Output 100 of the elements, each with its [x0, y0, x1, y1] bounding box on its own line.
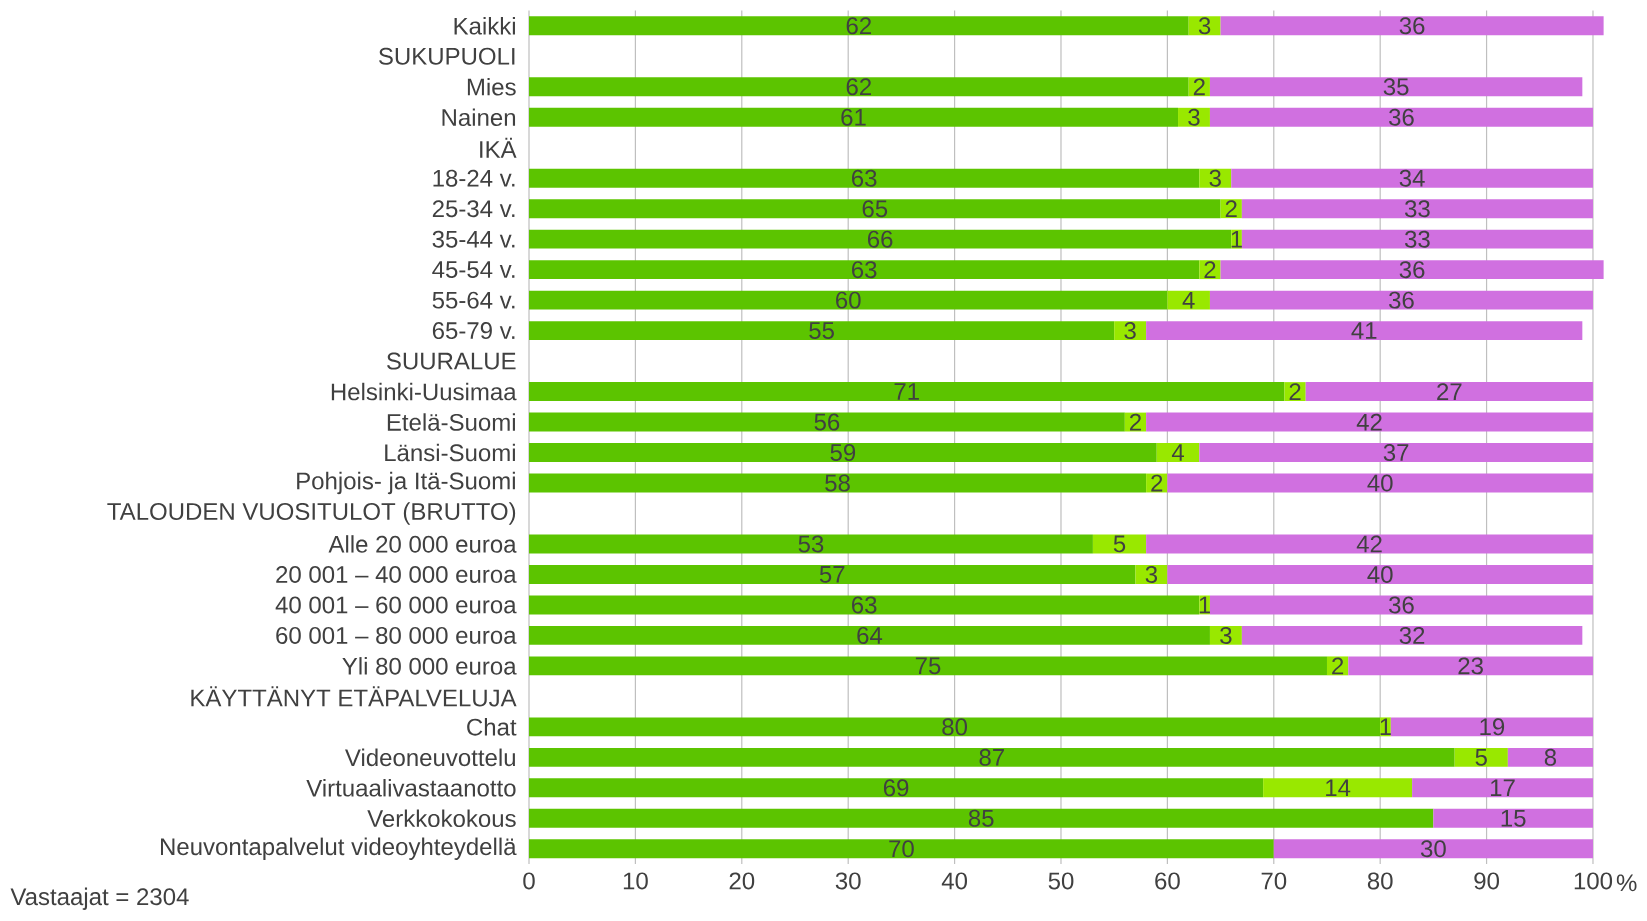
bar — [1348, 656, 1593, 676]
data-label: 30 — [1420, 840, 1446, 858]
x-tick-label: 20 — [729, 872, 755, 890]
y-tick-label: Nainen — [442, 108, 516, 127]
y-tick-label: SUKUPUOLI — [379, 47, 515, 65]
data-label: 62 — [846, 17, 871, 35]
data-label: 4 — [1171, 444, 1184, 461]
y-tick-label: Mies — [467, 77, 516, 96]
bar — [529, 321, 1115, 341]
data-label: 69 — [883, 779, 909, 797]
data-label: 27 — [1437, 383, 1462, 400]
data-label: 70 — [889, 840, 914, 858]
data-label: 32 — [1399, 626, 1425, 644]
x-tick-label: 80 — [1367, 872, 1393, 890]
bar — [1209, 595, 1593, 615]
bar — [529, 16, 1189, 36]
y-tick-label: 40 001 – 60 000 euroa — [275, 596, 517, 614]
data-label: 57 — [819, 566, 845, 583]
data-label: 3 — [1198, 17, 1211, 35]
bar — [529, 595, 1200, 615]
data-label: 80 — [942, 718, 968, 736]
y-tick-label: SUURALUE — [387, 352, 516, 370]
data-label: 8 — [1544, 748, 1557, 766]
data-label: 53 — [798, 535, 824, 553]
y-tick-label: Länsi-Suomi — [385, 443, 515, 462]
data-label: 3 — [1188, 108, 1200, 126]
x-tick-label: 40 — [941, 872, 968, 890]
data-label: 2 — [1289, 383, 1301, 400]
bar — [529, 382, 1285, 402]
data-label: 5 — [1113, 535, 1126, 553]
y-tick-label: Alle 20 000 euroa — [328, 535, 517, 553]
x-tick-label: 50 — [1048, 872, 1074, 890]
bar — [529, 412, 1125, 432]
data-label: 3 — [1124, 322, 1136, 340]
data-label: 36 — [1389, 596, 1414, 614]
bar — [1209, 290, 1593, 310]
bar — [1433, 808, 1593, 828]
bar — [1220, 260, 1604, 280]
y-tick-label: Verkkokokous — [367, 809, 516, 828]
data-label: 36 — [1389, 291, 1414, 309]
y-tick-label: 55-64 v. — [432, 291, 515, 309]
y-tick-label: 65-79 v. — [432, 322, 515, 340]
bar — [1209, 77, 1583, 97]
x-tick-label: 30 — [835, 872, 861, 890]
y-tick-label: 60 001 – 80 000 euroa — [276, 626, 517, 644]
data-label: 2 — [1129, 413, 1141, 431]
bar — [1146, 412, 1593, 432]
bar — [529, 168, 1200, 188]
data-label: 75 — [915, 657, 941, 675]
data-label: 63 — [852, 261, 877, 279]
bar — [529, 290, 1168, 310]
data-label: 62 — [846, 78, 871, 96]
y-tick-label: IKÄ — [480, 137, 517, 158]
data-label: 1 — [1199, 596, 1211, 614]
bar — [1263, 778, 1413, 798]
data-label: 19 — [1480, 718, 1505, 736]
bar — [1209, 107, 1593, 127]
y-tick-label: Helsinki-Uusimaa — [331, 382, 517, 401]
y-tick-label: 20 001 – 40 000 euroa — [276, 565, 517, 583]
data-label: 85 — [968, 809, 994, 827]
y-tick-label: 18-24 v. — [433, 169, 515, 187]
bar — [1167, 565, 1593, 584]
data-label: 1 — [1380, 718, 1391, 736]
bar — [529, 565, 1136, 584]
data-label: 33 — [1404, 200, 1430, 218]
text: Vastaajat = 2304 — [10, 887, 189, 910]
x-axis-title: % — [1616, 874, 1637, 892]
y-tick-label: Etelä-Suomi — [387, 413, 515, 431]
data-label: 63 — [852, 596, 877, 614]
bar — [529, 473, 1147, 493]
data-label: 23 — [1458, 657, 1483, 675]
data-label: 59 — [830, 444, 856, 462]
data-label: 36 — [1399, 17, 1425, 35]
bar — [1390, 717, 1593, 737]
data-label: 3 — [1209, 169, 1221, 187]
data-label: 4 — [1182, 291, 1195, 309]
bar — [1305, 382, 1593, 402]
data-label: 55 — [809, 322, 834, 339]
bar — [529, 107, 1179, 127]
bar — [529, 778, 1264, 798]
bar — [529, 199, 1221, 219]
data-label: 58 — [825, 474, 850, 492]
bar — [1156, 443, 1200, 462]
y-tick-label: KÄYTTÄNYT ETÄPALVELUJA — [191, 686, 517, 707]
data-label: 2 — [1193, 78, 1205, 96]
x-tick-label: 90 — [1474, 872, 1499, 890]
bar — [1231, 168, 1593, 188]
data-label: 36 — [1399, 261, 1425, 279]
bar — [1241, 199, 1593, 219]
data-label: 14 — [1326, 779, 1351, 797]
bar — [529, 656, 1327, 676]
bar — [529, 229, 1232, 249]
data-label: 36 — [1389, 108, 1414, 126]
data-label: 2 — [1204, 261, 1216, 279]
data-label: 2 — [1332, 657, 1344, 675]
x-tick-label: 10 — [623, 872, 648, 890]
bar — [529, 808, 1434, 828]
data-label: 60 — [836, 291, 861, 309]
data-label: 33 — [1404, 230, 1430, 248]
y-tick-label: TALOUDEN VUOSITULOT (BRUTTO) — [107, 502, 516, 525]
